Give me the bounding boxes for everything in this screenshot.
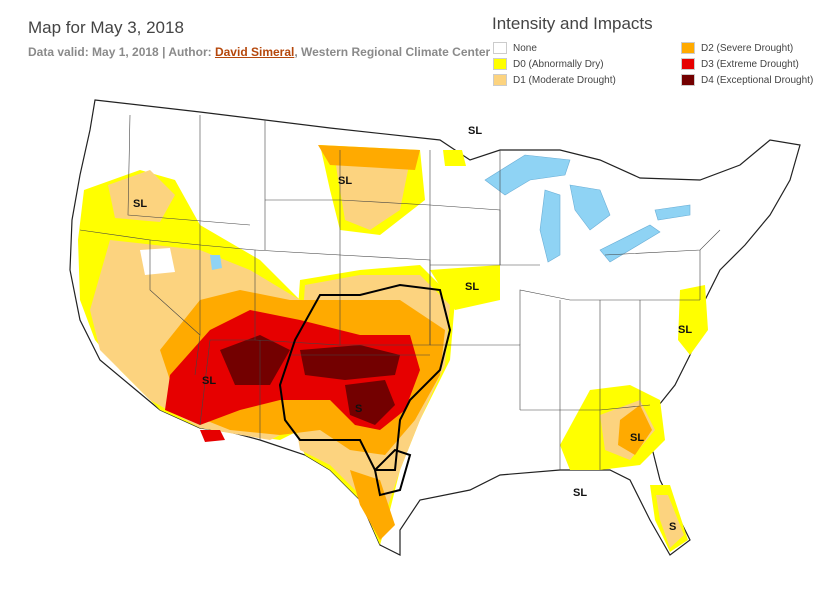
great-salt-lake xyxy=(210,255,222,270)
d4-oklahoma-panhandle xyxy=(300,345,400,380)
lake-huron xyxy=(569,184,611,231)
impact-label-minnesota: SL xyxy=(468,125,482,137)
d4-west-texas xyxy=(345,380,395,425)
page-title: Map for May 3, 2018 xyxy=(28,18,184,37)
legend-item-none: None xyxy=(493,42,537,54)
d0-iowa xyxy=(430,265,500,310)
impact-label-iowa: SL xyxy=(465,281,479,293)
lake-superior xyxy=(484,154,571,196)
impact-label-dakota: SL xyxy=(338,175,352,187)
d1-florida xyxy=(656,495,684,548)
legend-item-d0: D0 (Abnormally Dry) xyxy=(493,58,604,70)
impact-label-florida: S xyxy=(669,521,676,533)
legend-swatch-none xyxy=(493,42,507,54)
legend-item-d2: D2 (Severe Drought) xyxy=(681,42,793,54)
legend-item-d4: D4 (Exceptional Drought) xyxy=(681,74,813,86)
legend-swatch-d1 xyxy=(493,74,507,86)
impact-label-texas: S xyxy=(355,403,362,415)
impact-label-gulf: SL xyxy=(573,487,587,499)
legend-swatch-d0 xyxy=(493,58,507,70)
impact-label-virginia: SL xyxy=(678,324,692,336)
legend-label-d0: D0 (Abnormally Dry) xyxy=(513,58,604,70)
d4-four-corners xyxy=(220,335,290,385)
d2-north-dakota xyxy=(318,145,420,170)
d0-midatlantic xyxy=(678,285,708,355)
d2-southeast xyxy=(618,405,652,455)
d1-oregon xyxy=(108,170,175,222)
legend-swatch-d4 xyxy=(681,74,695,86)
impact-labels: SL SL SL SL SL SL SL S S SL xyxy=(133,125,692,533)
impact-label-southwest: SL xyxy=(202,375,216,387)
subtitle-prefix: Data valid: May 1, 2018 | Author: xyxy=(28,45,215,59)
legend-title: Intensity and Impacts xyxy=(492,14,653,33)
d3-az-spot xyxy=(200,430,225,442)
legend-swatch-d3 xyxy=(681,58,695,70)
lake-erie xyxy=(599,224,661,263)
legend-item-d3: D3 (Extreme Drought) xyxy=(681,58,799,70)
impact-label-oregon: SL xyxy=(133,198,147,210)
legend-label-d3: D3 (Extreme Drought) xyxy=(701,58,799,70)
d1-dakotas xyxy=(335,160,410,230)
subtitle-suffix: , Western Regional Climate Center xyxy=(294,45,491,59)
legend-label-d1: D1 (Moderate Drought) xyxy=(513,74,616,86)
legend-label-none: None xyxy=(513,42,537,54)
great-lakes xyxy=(484,154,691,263)
legend-swatch-d2 xyxy=(681,42,695,54)
d0-minnesota xyxy=(443,150,466,166)
lake-michigan xyxy=(539,189,561,263)
d2-texas-south xyxy=(350,470,395,540)
legend-label-d2: D2 (Severe Drought) xyxy=(701,42,794,54)
lake-ontario xyxy=(654,204,691,221)
author-link[interactable]: David Simeral xyxy=(214,45,295,59)
map-subtitle: Data valid: May 1, 2018 | Author: David … xyxy=(28,45,490,59)
impact-label-georgia: SL xyxy=(630,432,644,444)
legend-label-d4: D4 (Exceptional Drought) xyxy=(701,74,814,86)
d4-areas xyxy=(220,335,400,425)
state-borders xyxy=(79,114,721,470)
none-nevada-pocket xyxy=(140,248,175,275)
impact-boundaries xyxy=(278,283,452,497)
legend-item-d1: D1 (Moderate Drought) xyxy=(493,74,616,86)
